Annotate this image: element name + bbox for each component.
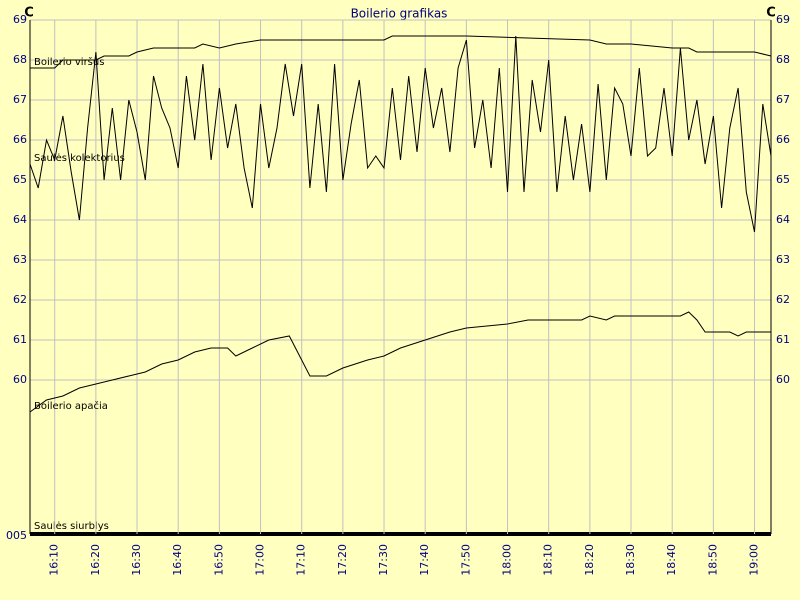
y-tick-label-right: 65 (776, 173, 790, 186)
y-tick-label: 60 (13, 373, 27, 386)
y-tick-label-right: 63 (776, 253, 790, 266)
y-tick-label: 64 (13, 213, 27, 226)
y-tick-label: 63 (13, 253, 27, 266)
x-tick-label: 16:10 (48, 544, 61, 576)
y-tick-label-right: 68 (776, 53, 790, 66)
pump-label: Saulės siurblys (34, 521, 109, 532)
y-tick-label: 62 (13, 293, 27, 306)
x-tick-label: 16:20 (89, 544, 102, 576)
x-tick-label: 17:20 (336, 544, 349, 576)
x-tick-label: 18:10 (542, 544, 555, 576)
series-line (30, 35, 772, 69)
y-tick-label-right: 61 (776, 333, 790, 346)
series-label: Boilerio apačia (34, 400, 108, 412)
y-tick-label: 68 (13, 53, 27, 66)
x-tick-label: 17:00 (254, 544, 267, 576)
y-unit-left: C (24, 6, 34, 21)
series-line (29, 311, 771, 413)
y-tick-label-right: 66 (776, 133, 790, 146)
x-tick-label: 18:20 (583, 544, 596, 576)
x-tick-label: 17:40 (418, 544, 431, 576)
y-tick-label-right: 64 (776, 213, 790, 226)
x-tick-label: 16:50 (212, 544, 225, 576)
x-tick-label: 16:30 (130, 544, 143, 576)
y-tick-label-right: 69 (776, 13, 790, 26)
y-unit-right: C (766, 6, 776, 21)
chart-title: Boilerio grafikas (351, 7, 448, 21)
y-tick-label-right: 67 (776, 93, 790, 106)
pump-value-label: 005 (6, 529, 27, 542)
x-tick-label: 18:00 (501, 544, 514, 576)
grid (30, 19, 771, 534)
y-tick-label-right: 62 (776, 293, 790, 306)
x-tick-label: 18:30 (624, 544, 637, 576)
series-label: Boilerio viršus (34, 56, 104, 68)
x-tick-label: 18:50 (706, 544, 719, 576)
series-line (29, 35, 772, 233)
x-tick-label: 17:10 (295, 544, 308, 576)
x-tick-label: 18:40 (665, 544, 678, 576)
y-tick-label-right: 60 (776, 373, 790, 386)
x-tick-label: 17:50 (459, 544, 472, 576)
y-tick-label: 67 (13, 93, 27, 106)
y-tick-label: 65 (13, 173, 27, 186)
series-label: Saulės kolektorius (34, 153, 125, 164)
x-tick-label: 19:00 (748, 544, 761, 576)
x-tick-label: 16:40 (171, 544, 184, 576)
y-tick-label: 66 (13, 133, 27, 146)
x-tick-label: 17:30 (377, 544, 390, 576)
y-tick-label: 69 (13, 13, 27, 26)
y-tick-label: 61 (13, 333, 27, 346)
